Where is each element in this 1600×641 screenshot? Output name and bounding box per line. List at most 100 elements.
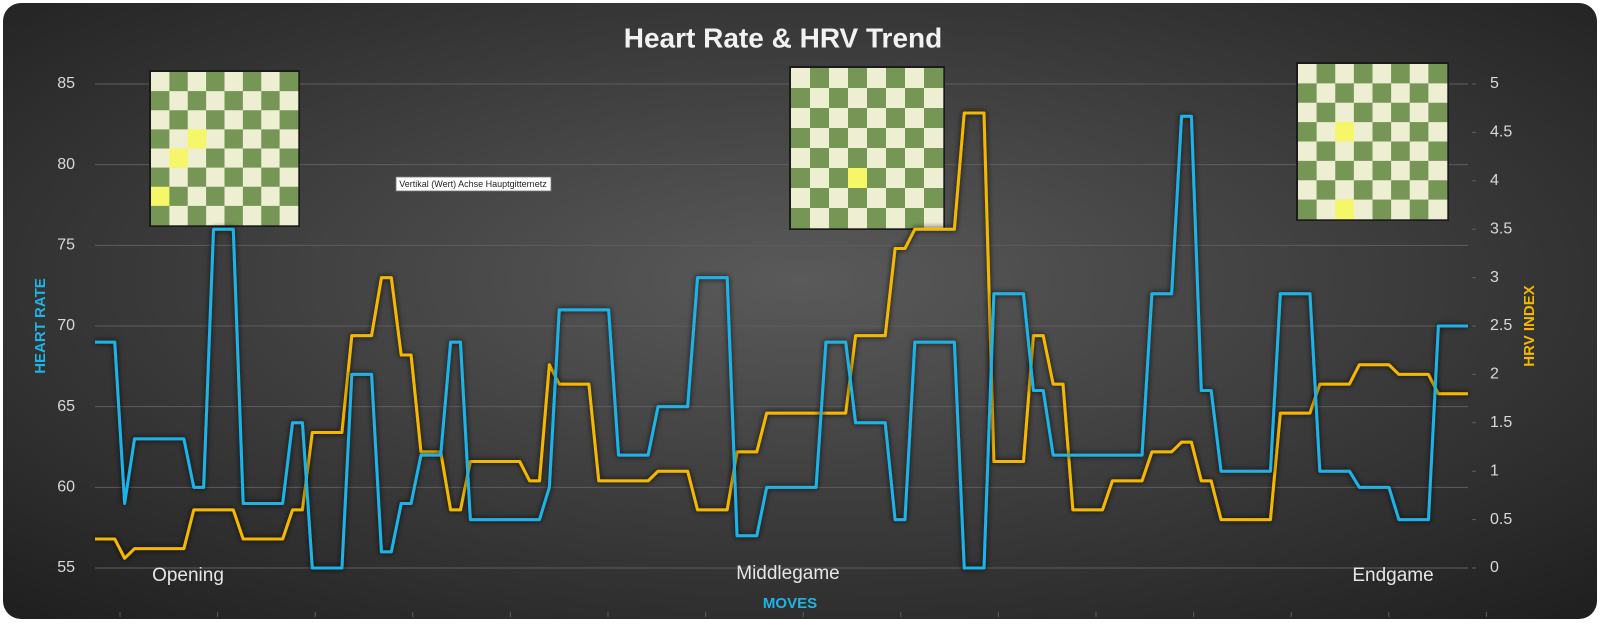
board-square bbox=[1409, 102, 1429, 123]
board-square bbox=[261, 186, 280, 207]
y2-tick-label: 4 bbox=[1490, 172, 1499, 189]
board-square bbox=[905, 108, 925, 129]
series-line bbox=[95, 111, 1468, 560]
board-square bbox=[206, 186, 225, 207]
board-square bbox=[867, 188, 887, 209]
board-square bbox=[791, 148, 811, 169]
board-square bbox=[151, 72, 170, 92]
board-square bbox=[810, 168, 830, 189]
board-square bbox=[1391, 141, 1411, 162]
board-square bbox=[848, 208, 868, 229]
board-square bbox=[924, 208, 944, 229]
board-square bbox=[242, 186, 262, 207]
board-square bbox=[224, 205, 244, 226]
board-square bbox=[1391, 199, 1411, 220]
board-square bbox=[1335, 141, 1355, 162]
board-square bbox=[242, 91, 262, 111]
board-square bbox=[905, 168, 925, 189]
board-square bbox=[848, 168, 868, 189]
board-square bbox=[1391, 180, 1411, 200]
board-square bbox=[1391, 122, 1411, 142]
x-axis-label: MOVES bbox=[763, 595, 817, 612]
board-square bbox=[1428, 122, 1448, 142]
board-square bbox=[187, 148, 207, 168]
board-square bbox=[1353, 199, 1373, 220]
board-square bbox=[242, 205, 262, 226]
board-square bbox=[206, 205, 225, 226]
board-square bbox=[169, 129, 189, 149]
board-square bbox=[151, 167, 170, 188]
board-square bbox=[905, 68, 925, 89]
board-square bbox=[169, 205, 189, 226]
board-square bbox=[810, 128, 830, 149]
y2-tick-label: 4.5 bbox=[1490, 124, 1512, 141]
board-square bbox=[791, 208, 811, 229]
board-square bbox=[1353, 141, 1373, 162]
board-square bbox=[279, 72, 299, 92]
board-square bbox=[810, 188, 830, 209]
board-square bbox=[886, 168, 906, 189]
board-square bbox=[1353, 64, 1373, 84]
board-square bbox=[1409, 199, 1429, 220]
board-square bbox=[1391, 64, 1411, 84]
board-square bbox=[261, 110, 280, 130]
board-square bbox=[1372, 180, 1392, 200]
board-square bbox=[261, 148, 280, 168]
board-square bbox=[242, 72, 262, 92]
board-square bbox=[791, 128, 811, 149]
board-square bbox=[242, 129, 262, 149]
board-square bbox=[905, 128, 925, 149]
board-square bbox=[867, 208, 887, 229]
board-square bbox=[224, 110, 244, 130]
board-square bbox=[1391, 102, 1411, 123]
board-square bbox=[279, 129, 299, 149]
board-square bbox=[1428, 199, 1448, 220]
board-square bbox=[867, 88, 887, 109]
board-square bbox=[1316, 122, 1336, 142]
board-square bbox=[261, 91, 280, 111]
y-tick-label: 60 bbox=[57, 479, 75, 496]
y2-axis-label: HRV INDEX bbox=[1521, 285, 1538, 366]
y2-tick-label: 5 bbox=[1490, 75, 1499, 92]
board-square bbox=[224, 91, 244, 111]
board-square bbox=[1372, 141, 1392, 162]
board-square bbox=[169, 91, 189, 111]
y2-tick-label: 0 bbox=[1490, 559, 1499, 576]
board-square bbox=[886, 188, 906, 209]
board-square bbox=[151, 186, 170, 207]
board-square bbox=[279, 148, 299, 168]
board-square bbox=[1428, 160, 1448, 181]
board-square bbox=[151, 110, 170, 130]
board-square bbox=[867, 168, 887, 189]
board-square bbox=[848, 128, 868, 149]
board-square bbox=[886, 128, 906, 149]
board-square bbox=[1335, 199, 1355, 220]
board-square bbox=[169, 186, 189, 207]
board-square bbox=[206, 91, 225, 111]
board-square bbox=[206, 167, 225, 188]
board-square bbox=[169, 148, 189, 168]
board-square bbox=[1298, 83, 1317, 104]
board-square bbox=[187, 110, 207, 130]
board-square bbox=[1298, 199, 1317, 220]
board-square bbox=[151, 91, 170, 111]
board-square bbox=[867, 108, 887, 129]
board-square bbox=[1316, 160, 1336, 181]
board-square bbox=[1372, 83, 1392, 104]
board-square bbox=[1316, 102, 1336, 123]
board-square bbox=[187, 205, 207, 226]
tooltip: Vertikal (Wert) Achse Hauptgitternetz bbox=[399, 179, 547, 189]
board-square bbox=[187, 72, 207, 92]
board-square bbox=[810, 208, 830, 229]
board-square bbox=[924, 88, 944, 109]
board-square bbox=[1335, 122, 1355, 142]
board-square bbox=[886, 148, 906, 169]
board-square bbox=[829, 88, 849, 109]
board-square bbox=[810, 148, 830, 169]
board-square bbox=[867, 128, 887, 149]
board-square bbox=[151, 205, 170, 226]
annotation: Middlegame bbox=[736, 563, 840, 584]
board-square bbox=[791, 108, 811, 129]
grid: 55 60 65 70 75 80 85 0 0.5 1 1.5 2 2.5 3 3.5 4 4.5 5 bbox=[57, 75, 1512, 617]
annotation: Endgame bbox=[1352, 565, 1433, 586]
